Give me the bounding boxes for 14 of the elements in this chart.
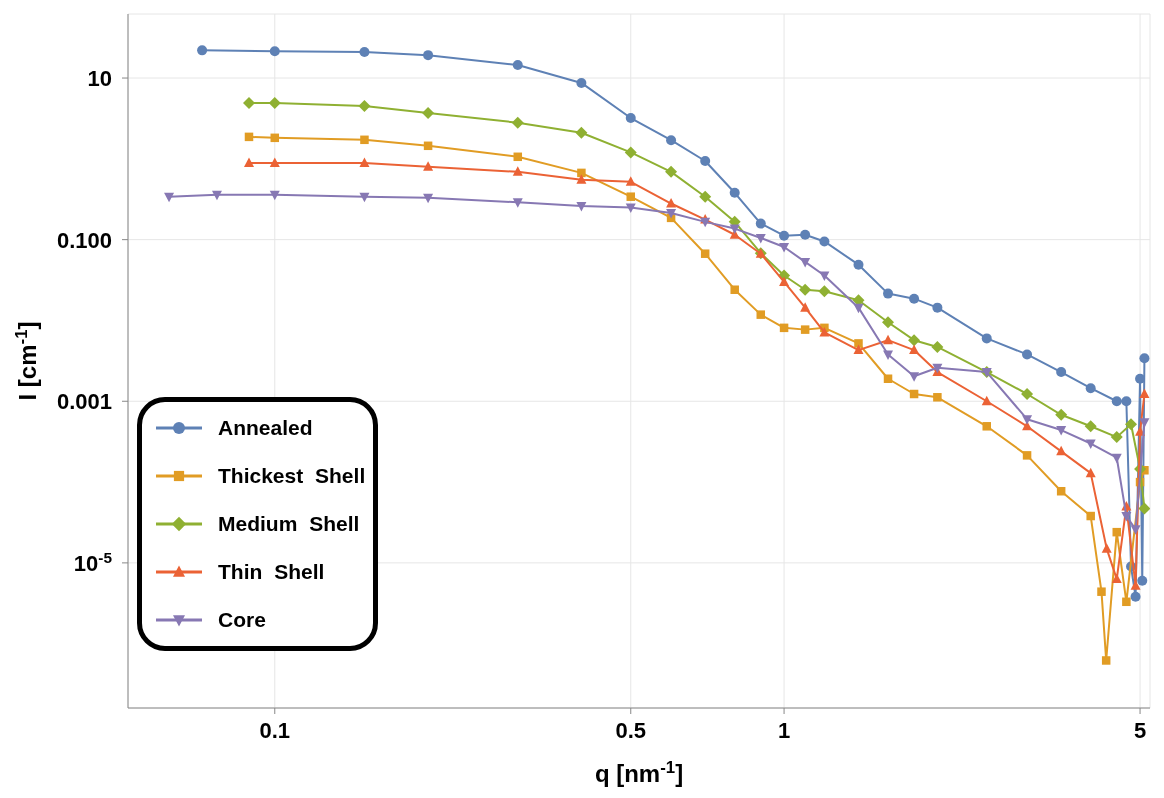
y-tick-label: 0.100	[56, 227, 112, 253]
x-tick-label: 0.1	[259, 718, 291, 743]
x-tick-label: 5	[1133, 718, 1147, 743]
legend-label: Thin Shell	[218, 560, 325, 584]
x-axis-title: q [nm$^{-1}$]	[594, 757, 684, 787]
x-tick-label: 1	[777, 718, 791, 743]
legend-label: Annealed	[218, 416, 313, 440]
y-tick-label: 10	[87, 66, 112, 92]
legend-label: Medium Shell	[218, 512, 360, 536]
y-tick-label: 0.001	[56, 389, 112, 415]
y-tick-label: 10$^{-5}$	[73, 548, 113, 576]
x-tick-label: 0.5	[615, 718, 647, 743]
legend-label: Thickest Shell	[218, 464, 366, 488]
legend-label: Core	[218, 608, 266, 632]
